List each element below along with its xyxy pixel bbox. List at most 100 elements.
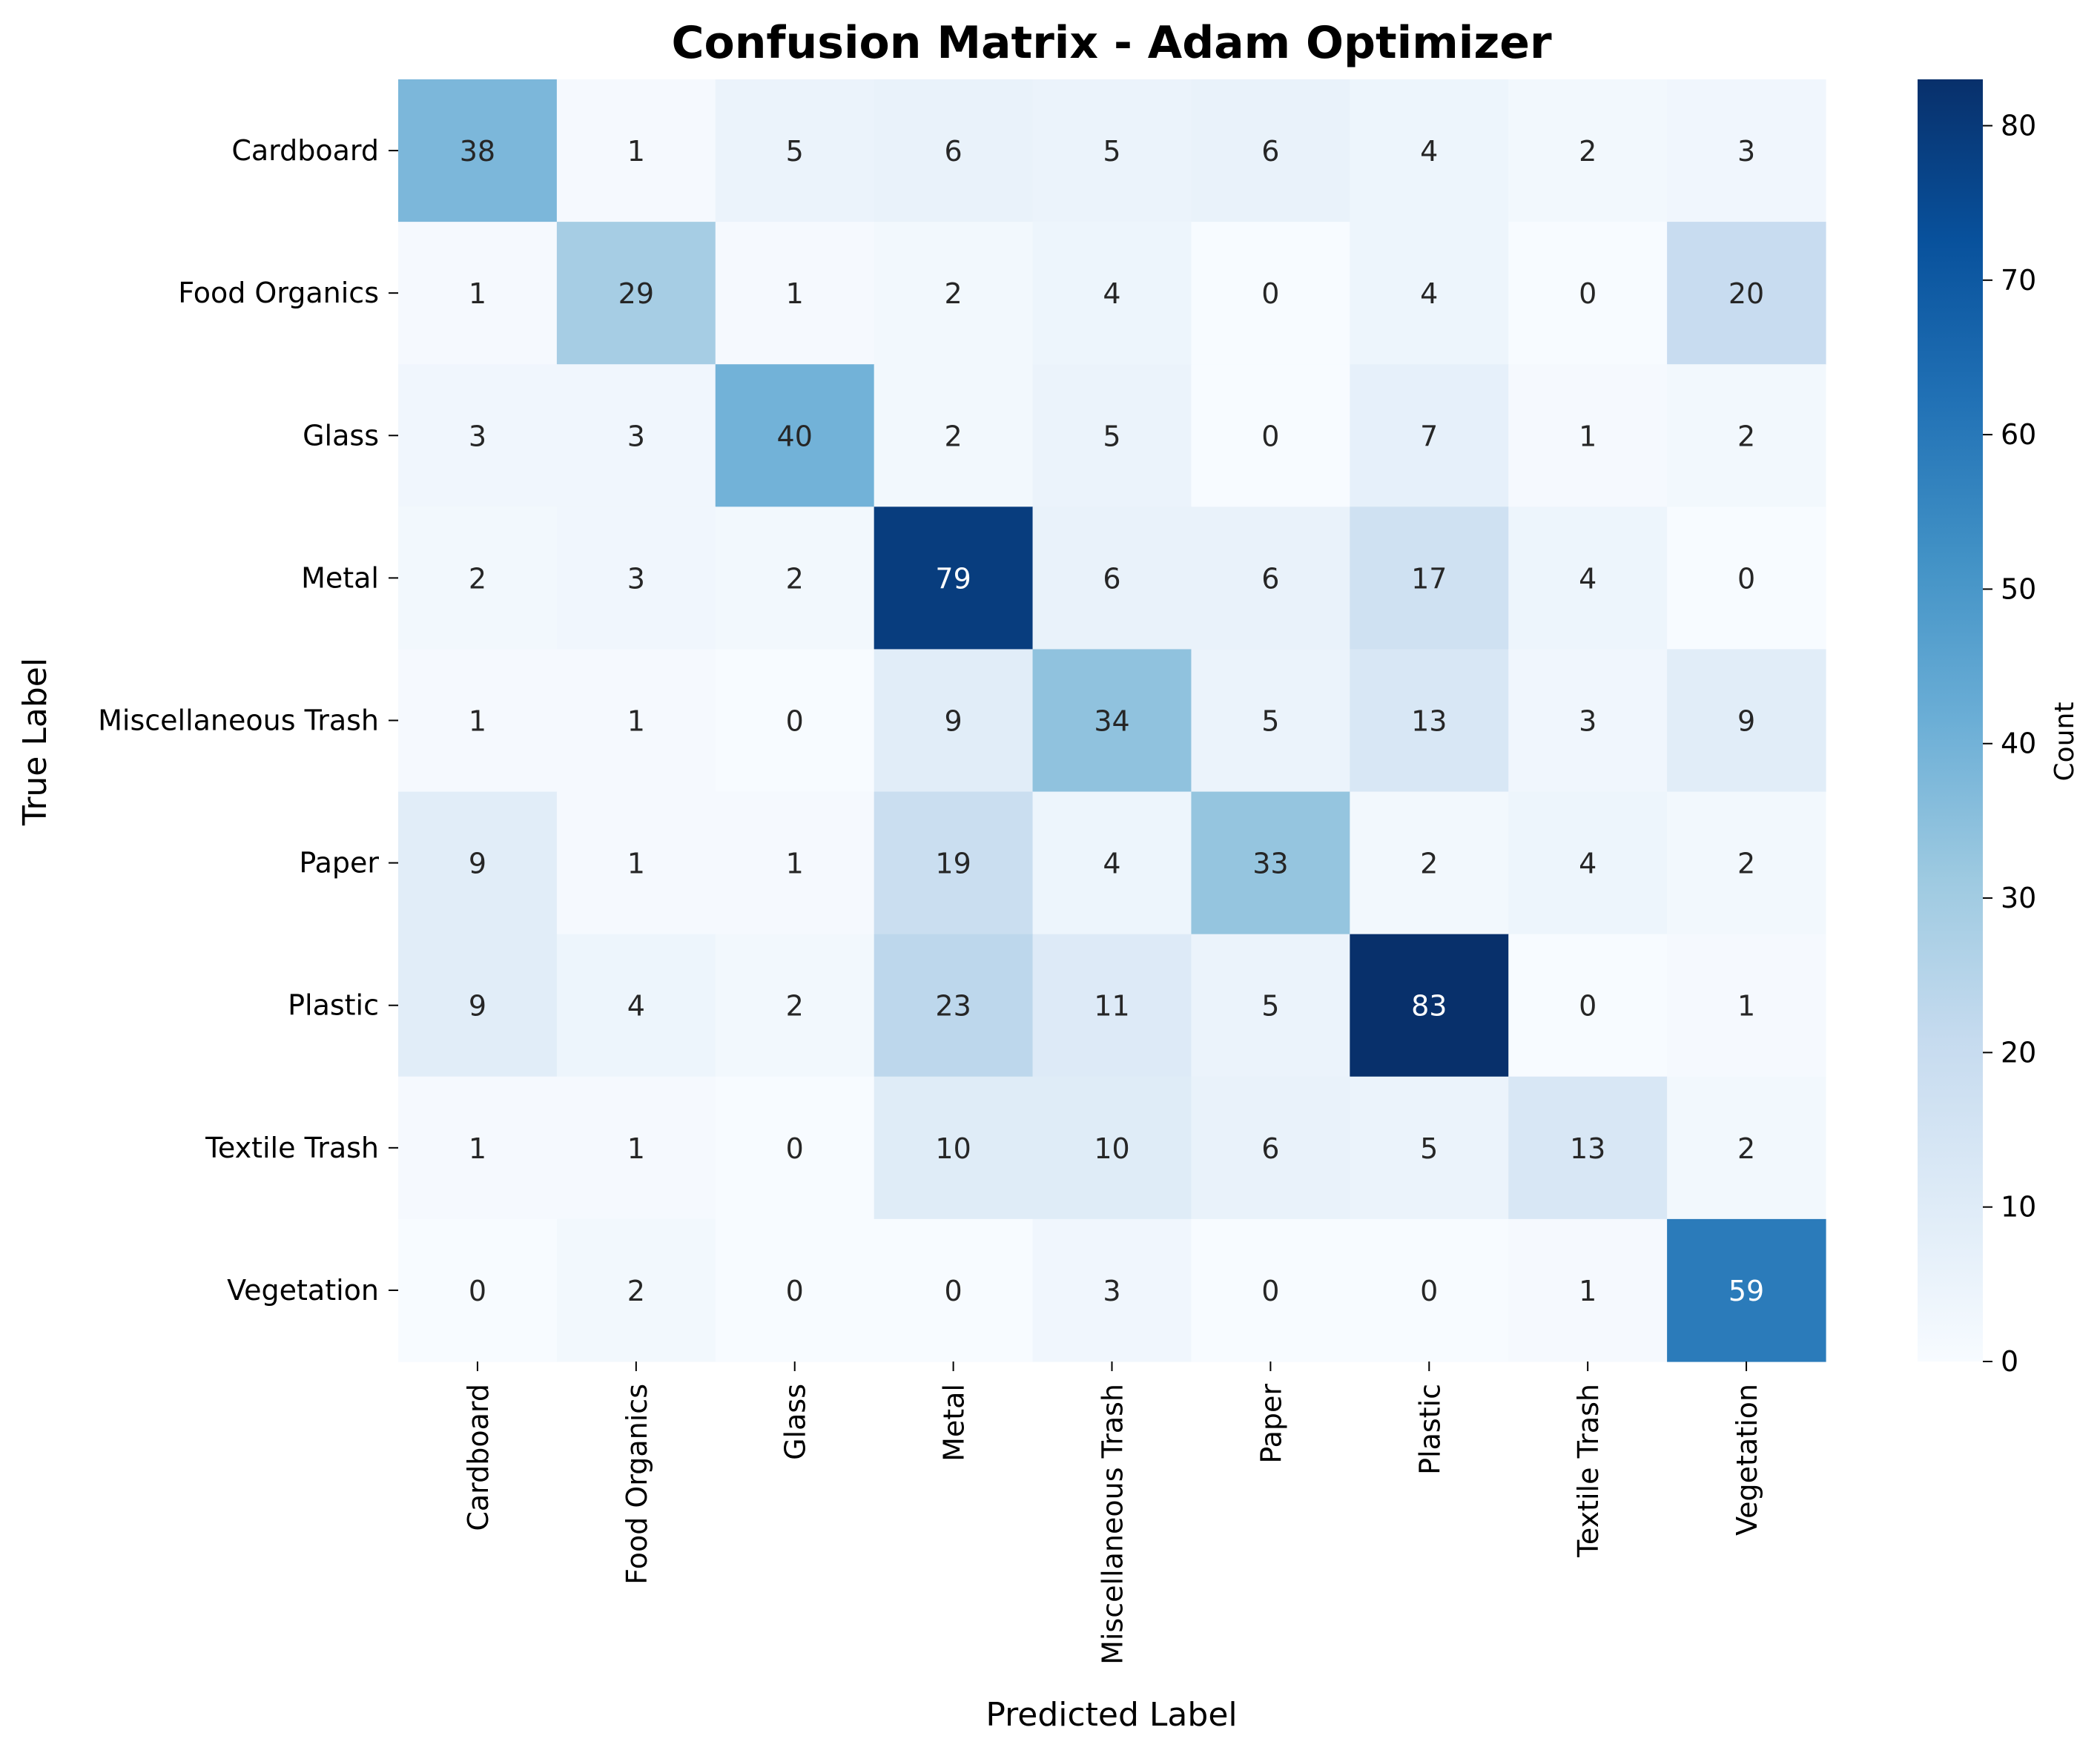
cell-value-label: 5	[1261, 990, 1279, 1023]
cell-value-label: 2	[786, 562, 804, 595]
heatmap-cell	[1350, 791, 1509, 935]
cell-value-label: 2	[945, 277, 962, 310]
heatmap-cell	[1032, 79, 1192, 222]
heatmap-cell	[1350, 934, 1509, 1077]
heatmap-cell	[1350, 79, 1509, 222]
x-axis: Cardboard Food Organics Glass Metal Miscella…	[462, 1361, 1763, 1665]
heatmap-cell	[715, 1076, 875, 1220]
heatmap-cell	[1032, 934, 1192, 1077]
cell-value-label: 6	[1261, 135, 1279, 168]
heatmap-cell	[556, 79, 716, 222]
heatmap-cell	[556, 934, 716, 1077]
cell-value-label: 6	[1261, 562, 1279, 595]
cell-value-label: 5	[786, 135, 804, 168]
y-tick-label: Plastic	[288, 989, 379, 1022]
y-axis: Cardboard Food Organics Glass Metal Miscella…	[98, 134, 398, 1307]
cell-value-label: 2	[1420, 848, 1438, 880]
heatmap-cell	[1191, 649, 1350, 793]
heatmap-cell	[1508, 364, 1668, 507]
cell-value-label: 40	[777, 420, 813, 452]
heatmap-cell	[1032, 791, 1192, 935]
y-tick-label: Metal	[301, 561, 379, 594]
y-tick-label: Miscellaneous Trash	[98, 704, 379, 737]
colorbar-tick-label: 0	[2001, 1345, 2018, 1378]
heatmap-cell	[1508, 791, 1668, 935]
y-tick-label: Glass	[303, 419, 379, 452]
heatmap-cell	[715, 649, 875, 793]
heatmap-cell	[874, 222, 1034, 365]
cell-value-label: 3	[627, 562, 645, 595]
heatmap-cell	[1350, 506, 1509, 650]
cell-value-label: 3	[627, 420, 645, 452]
cell-value-label: 1	[1737, 990, 1755, 1023]
heatmap-cell	[874, 506, 1034, 650]
heatmap-cell	[398, 649, 558, 793]
heatmap-cell	[1508, 1218, 1668, 1362]
colorbar-tick-label: 50	[2001, 572, 2036, 605]
cell-value-label: 9	[945, 705, 962, 738]
cell-value-label: 0	[1261, 277, 1279, 310]
heatmap-cell	[556, 222, 716, 365]
cell-value-label: 0	[1579, 990, 1597, 1023]
cell-value-label: 2	[1737, 420, 1755, 452]
cell-value-label: 1	[627, 1132, 645, 1165]
colorbar-tick-label: 80	[2001, 109, 2036, 142]
heatmap-cell	[556, 506, 716, 650]
cell-value-label: 1	[786, 848, 804, 880]
colorbar-tick-label: 20	[2001, 1036, 2036, 1069]
heatmap-cell	[398, 791, 558, 935]
heatmap-cell	[556, 649, 716, 793]
cell-value-label: 0	[945, 1275, 962, 1307]
heatmap-cell	[398, 364, 558, 507]
cell-value-label: 0	[1737, 562, 1755, 595]
colorbar-tick-label: 70	[2001, 264, 2036, 297]
cell-value-label: 3	[1737, 135, 1755, 168]
heatmap-cell	[556, 791, 716, 935]
heatmap-cell	[1667, 791, 1826, 935]
cell-value-label: 3	[469, 420, 486, 452]
heatmap-cell	[1667, 222, 1826, 365]
cell-value-label: 4	[1103, 848, 1120, 880]
cell-value-label: 38	[460, 135, 495, 168]
colorbar-tick-label: 10	[2001, 1191, 2036, 1224]
heatmap-cell	[1350, 649, 1509, 793]
heatmap-cell	[715, 79, 875, 222]
cell-value-label: 0	[469, 1275, 486, 1307]
cell-value-label: 0	[786, 1132, 804, 1165]
y-tick-label: Food Organics	[178, 277, 379, 309]
cell-value-label: 4	[1420, 135, 1438, 168]
cell-value-label: 9	[469, 990, 486, 1023]
x-axis-label: Predicted Label	[985, 1696, 1237, 1734]
heatmap-cell	[1508, 79, 1668, 222]
heatmap-cell	[1667, 1218, 1826, 1362]
cell-value-label: 4	[1420, 277, 1438, 310]
heatmap-cell	[1508, 1076, 1668, 1220]
cell-value-label: 0	[1579, 277, 1597, 310]
heatmap-cell	[1350, 1076, 1509, 1220]
cell-value-label: 3	[1579, 705, 1597, 738]
heatmap-cell	[398, 79, 558, 222]
cell-value-label: 17	[1411, 562, 1447, 595]
heatmap-grid: 38 1 5 6 5 6 4 2 31 29 1 2 4 0 4 0 203 3 40 2 5 0 7 1 22 3 2 79 6 6 17…	[398, 79, 1826, 1362]
cell-value-label: 29	[618, 277, 654, 310]
heatmap-cell	[1508, 222, 1668, 365]
heatmap-cell	[1350, 1218, 1509, 1362]
heatmap-cell	[874, 934, 1034, 1077]
heatmap-cell	[1191, 1076, 1350, 1220]
cell-value-label: 4	[1103, 277, 1120, 310]
x-tick-label: Glass	[779, 1384, 812, 1460]
heatmap-cell	[556, 364, 716, 507]
heatmap-cell	[1667, 79, 1826, 222]
colorbar-tick-label: 40	[2001, 727, 2036, 760]
heatmap-cell	[715, 934, 875, 1077]
cell-value-label: 2	[945, 420, 962, 452]
cell-value-label: 2	[786, 990, 804, 1023]
cell-value-label: 1	[1579, 1275, 1597, 1307]
cell-value-label: 1	[469, 705, 486, 738]
heatmap-cell	[1191, 364, 1350, 507]
heatmap-cell	[1667, 934, 1826, 1077]
heatmap-cell	[556, 1218, 716, 1362]
cell-value-label: 0	[1261, 1275, 1279, 1307]
cell-value-label: 34	[1094, 705, 1129, 738]
cell-value-label: 2	[469, 562, 486, 595]
